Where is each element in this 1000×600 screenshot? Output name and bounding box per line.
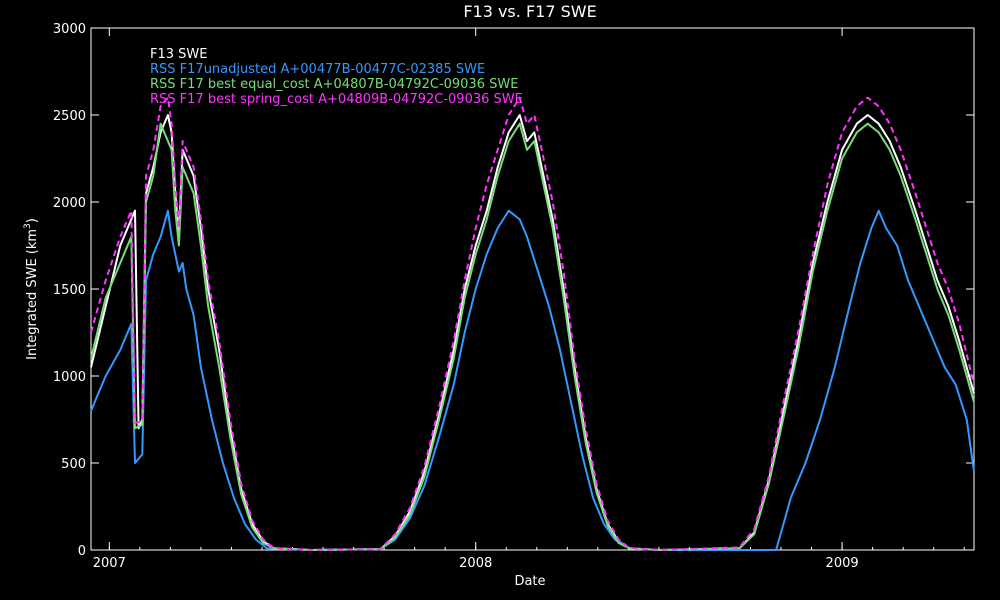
y-axis-label-superscript: 3 xyxy=(23,223,33,229)
y-axis: 0 500 1000 1500 2000 2500 3000 xyxy=(53,22,974,559)
legend-entry: RSS F17 best spring_cost A+04809B-04792C… xyxy=(150,92,523,107)
series-layer xyxy=(90,96,975,551)
y-axis-label: Integrated SWE (km3) xyxy=(23,218,40,360)
legend-entry: RSS F17unadjusted A+00477B-00477C-02385 … xyxy=(150,62,485,77)
series-line xyxy=(90,122,975,551)
y-tick-label: 3000 xyxy=(53,22,86,37)
y-tick-label: 1000 xyxy=(53,370,86,385)
series-line xyxy=(90,114,975,551)
x-tick-label: 2009 xyxy=(826,556,859,571)
y-tick-label: 0 xyxy=(78,544,86,559)
legend-entry: RSS F17 best equal_cost A+04807B-04792C-… xyxy=(150,77,518,92)
series-line xyxy=(90,96,975,551)
x-axis: 2007 2008 2009 xyxy=(93,28,965,571)
x-tick-label: 2008 xyxy=(459,556,492,571)
series-line xyxy=(90,209,975,551)
legend-entry: F13 SWE xyxy=(150,47,207,62)
y-axis-label-main: Integrated SWE (km xyxy=(25,229,40,360)
x-axis-label: Date xyxy=(514,574,545,589)
y-axis-label-close: ) xyxy=(25,218,40,223)
x-tick-label: 2007 xyxy=(93,556,126,571)
y-tick-label: 2500 xyxy=(53,109,86,124)
y-tick-label: 1500 xyxy=(53,283,86,298)
y-tick-label: 2000 xyxy=(53,196,86,211)
y-tick-label: 500 xyxy=(61,457,86,472)
chart-title: F13 vs. F17 SWE xyxy=(463,2,596,21)
